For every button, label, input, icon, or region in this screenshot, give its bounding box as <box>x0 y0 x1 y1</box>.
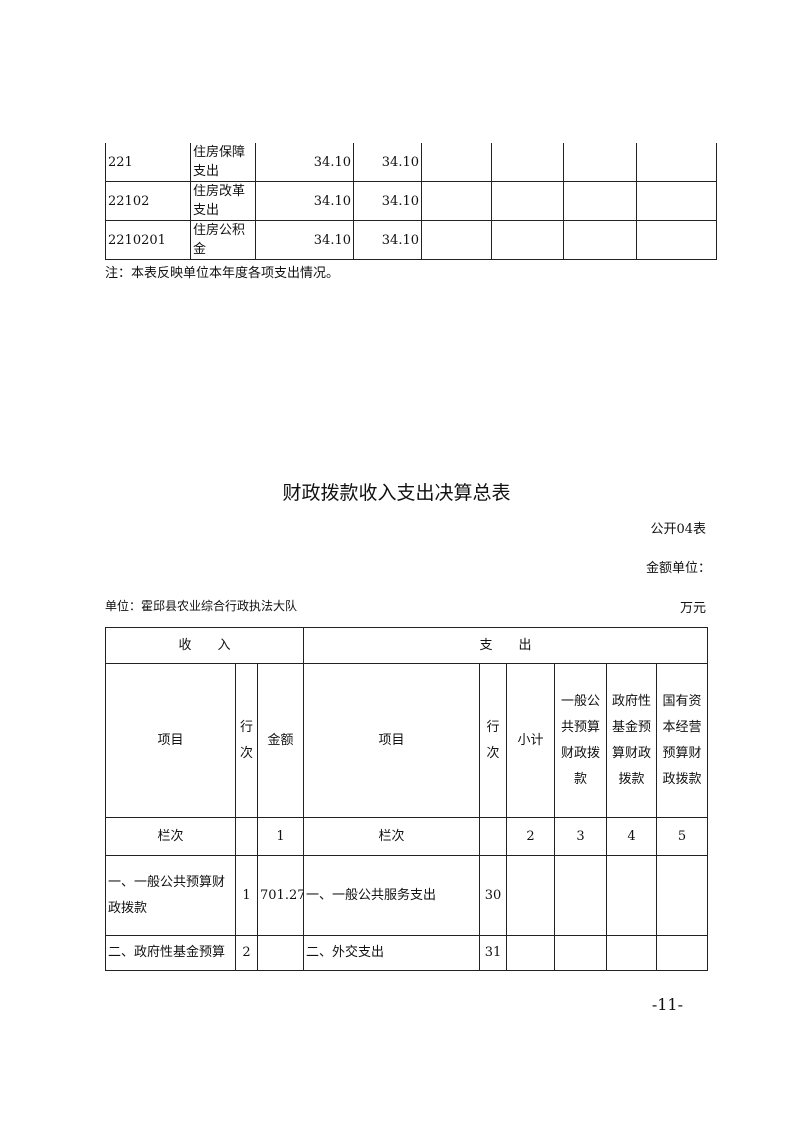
page-number: -11- <box>651 995 683 1014</box>
cell <box>421 220 492 260</box>
col-item2: 项目 <box>303 663 481 818</box>
col-item: 项目 <box>105 663 236 818</box>
col-line: 行次 <box>235 663 258 818</box>
form-number: 公开04表 <box>650 522 706 537</box>
col-line2: 行次 <box>479 663 508 818</box>
expense-table: 221 住房保障支出 34.10 34.10 22102 住房改革支出 34.10 34.10… <box>105 143 717 260</box>
cell: 住房改革支出 <box>190 181 256 221</box>
cell: 4 <box>606 817 658 856</box>
cell <box>491 220 564 260</box>
col-state: 国有资本经营预算财政拨款 <box>656 663 709 818</box>
cell <box>636 181 717 221</box>
cell: 1 <box>256 817 305 856</box>
table-row: 2210201 住房公积金 34.10 34.10 <box>105 220 717 260</box>
cell: 30 <box>479 855 508 936</box>
cell <box>636 220 717 260</box>
cell: 1 <box>235 855 258 936</box>
cell: 二、政府性基金预算 <box>105 935 236 971</box>
cell: 701.27 <box>256 855 305 936</box>
table-row: 一、一般公共预算财政拨款 1 701.27 一、一般公共服务支出 30 <box>105 855 709 936</box>
cell: 栏次 <box>303 817 481 856</box>
cell <box>636 143 717 182</box>
cell: 31 <box>479 935 508 971</box>
table-row: 二、政府性基金预算 2 二、外交支出 31 <box>105 935 709 971</box>
col-amount: 金额 <box>256 663 305 818</box>
cell <box>421 143 492 182</box>
cell: 栏次 <box>105 817 236 856</box>
cell: 34.10 <box>353 143 422 182</box>
col-subtotal: 小计 <box>506 663 556 818</box>
cell: 34.10 <box>255 220 354 260</box>
cell: 5 <box>656 817 709 856</box>
cell: 2 <box>506 817 556 856</box>
cell <box>563 143 637 182</box>
organization: 单位：霍邱县农业综合行政执法大队 <box>105 599 298 613</box>
col-fund: 政府性基金预算财政拨款 <box>606 663 658 818</box>
cell <box>256 935 305 971</box>
index-row: 栏次 1 栏次 2 3 4 5 <box>105 817 709 856</box>
table-row: 221 住房保障支出 34.10 34.10 <box>105 143 717 182</box>
page-title: 财政拨款收入支出决算总表 <box>282 482 511 504</box>
cell: 一、一般公共预算财政拨款 <box>105 855 236 936</box>
table-row: 22102 住房改革支出 34.10 34.10 <box>105 181 717 221</box>
cell <box>563 181 637 221</box>
cell <box>491 181 564 221</box>
column-header-row: 项目 行次 金额 项目 行次 小计 一般公共预算财政拨款 政府性基金预算财政拨款… <box>105 663 709 818</box>
expense-header: 支 出 <box>303 627 709 664</box>
unit-label: 金额单位： <box>645 561 711 576</box>
cell: 住房公积金 <box>190 220 256 260</box>
income-header: 收 入 <box>104 627 305 664</box>
cell: 34.10 <box>353 220 422 260</box>
budget-summary-table: 收 入 支 出 项目 行次 金额 项目 行次 小计 一般公共预算财政拨款 政府性… <box>104 627 709 971</box>
cell <box>491 143 564 182</box>
cell: 一、一般公共服务支出 <box>303 855 481 936</box>
cell: 34.10 <box>255 143 354 182</box>
cell: 2 <box>235 935 258 971</box>
cell: 住房保障支出 <box>190 143 256 182</box>
cell: 221 <box>105 143 191 182</box>
col-general: 一般公共预算财政拨款 <box>554 663 608 818</box>
cell: 34.10 <box>255 181 354 221</box>
cell <box>421 181 492 221</box>
cell: 22102 <box>105 181 191 221</box>
unit-value: 万元 <box>679 601 706 616</box>
table-note: 注：本表反映单位本年度各项支出情况。 <box>105 266 340 281</box>
cell: 3 <box>554 817 608 856</box>
cell: 2210201 <box>105 220 191 260</box>
cell: 二、外交支出 <box>303 935 481 971</box>
section-header-row: 收 入 支 出 <box>104 627 709 664</box>
cell: 34.10 <box>353 181 422 221</box>
cell <box>563 220 637 260</box>
